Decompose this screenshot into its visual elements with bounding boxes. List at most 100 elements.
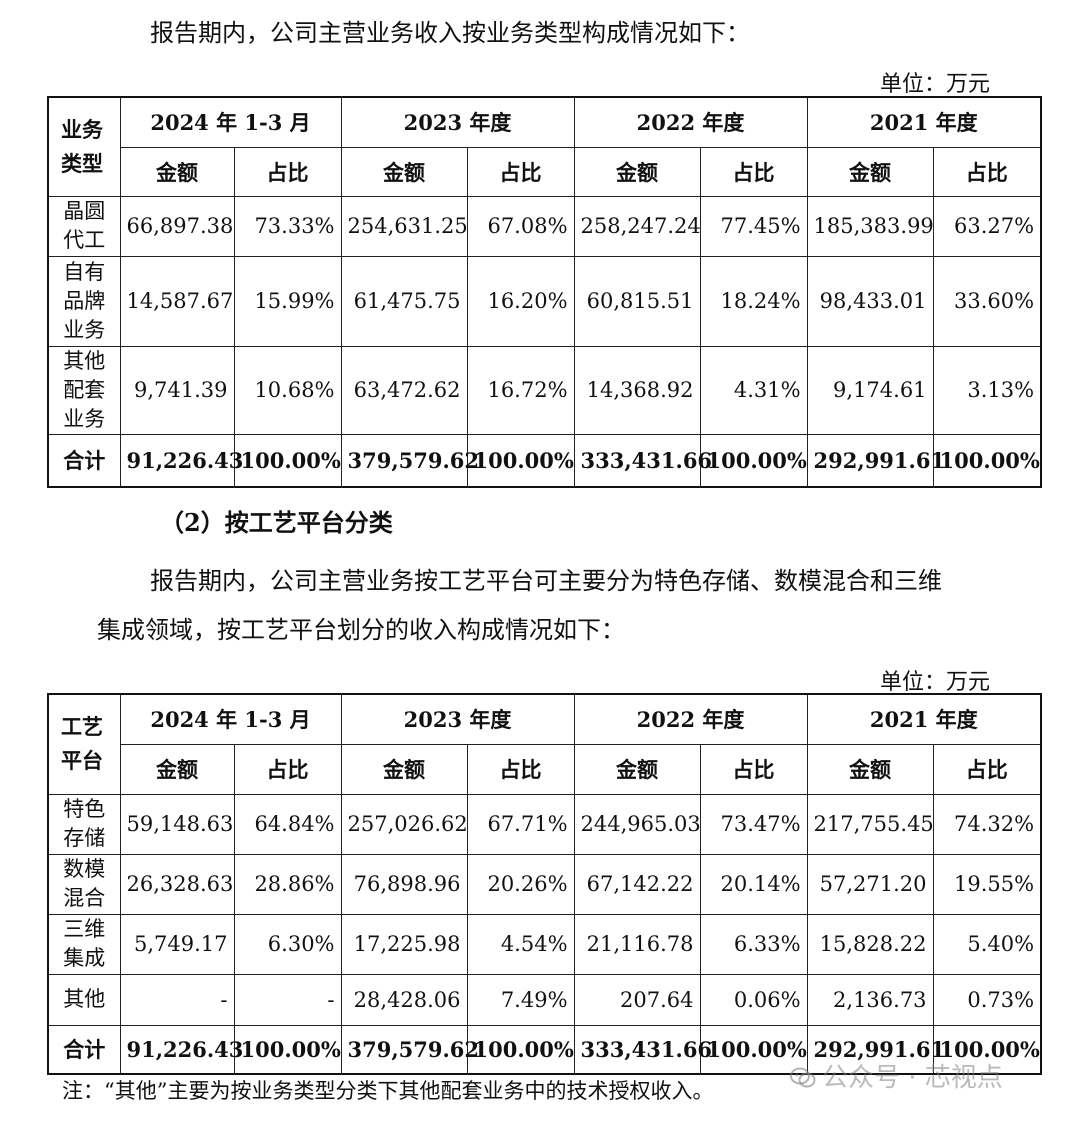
row-label: 三维集成 [47, 913, 121, 975]
table2-ratio-header: 占比 [233, 743, 342, 795]
table-cell: 20.26% [466, 853, 575, 915]
table-row: 数模混合 26,328.63 28.86% 76,898.96 20.26% 6… [47, 853, 1042, 915]
table-row: 三维集成 5,749.17 6.30% 17,225.98 4.54% 21,1… [47, 913, 1042, 975]
table-cell: 2,136.73 [806, 973, 934, 1026]
table-cell: - [119, 973, 235, 1026]
watermark: 公众号 · 芯视点 [790, 1057, 1003, 1094]
table1-ratio-header: 占比 [233, 146, 342, 197]
table2-ratio-header: 占比 [932, 743, 1042, 795]
table2-period-header: 2022 年度 [573, 693, 808, 745]
table-cell: 67.71% [466, 793, 575, 855]
table-cell: 292,991.61 [806, 433, 945, 488]
unit-label-1: 单位：万元 [879, 72, 990, 97]
table-cell: 63,472.62 [340, 345, 468, 435]
intro-paragraph-2-line-2: 集成领域，按工艺平台划分的收入构成情况如下： [97, 616, 625, 644]
table-cell: 33.60% [932, 255, 1042, 347]
table-cell: 100.00% [466, 1024, 575, 1075]
table-cell: 67,142.22 [573, 853, 701, 915]
row-label: 特色存储 [47, 793, 121, 855]
table-cell: 91,226.43 [119, 433, 243, 488]
table2-period-header: 2021 年度 [806, 693, 1042, 745]
footnote: 注：“其他”主要为按业务类型分类下其他配套业务中的技术授权收入。 [62, 1079, 714, 1103]
table-cell: 63.27% [932, 195, 1042, 257]
table1-amount-header: 金额 [340, 146, 468, 197]
row-label: 其他配套业务 [47, 345, 121, 435]
table-cell: 0.06% [699, 973, 808, 1026]
table-cell: 17,225.98 [340, 913, 468, 975]
table-cell: 57,271.20 [806, 853, 934, 915]
table-cell: 379,579.62 [340, 1024, 479, 1075]
table-cell: 244,965.03 [573, 793, 701, 855]
table-cell: 10.68% [233, 345, 342, 435]
table-cell: 4.54% [466, 913, 575, 975]
table-cell: 333,431.66 [573, 433, 712, 488]
table-cell: 5,749.17 [119, 913, 235, 975]
wechat-icon [790, 1066, 816, 1088]
table-cell: 20.14% [699, 853, 808, 915]
total-label: 合计 [47, 433, 121, 488]
table-cell: 14,587.67 [119, 255, 235, 347]
table-cell: 19.55% [932, 853, 1042, 915]
row-label: 数模混合 [47, 853, 121, 915]
table1-ratio-header: 占比 [932, 146, 1042, 197]
table1-ratio-header: 占比 [699, 146, 808, 197]
table1-period-header: 2022 年度 [573, 96, 808, 148]
table-cell: 66,897.38 [119, 195, 235, 257]
table2-period-header: 2024 年 1-3 月 [119, 693, 342, 745]
table2-ratio-header: 占比 [699, 743, 808, 795]
table-cell: 254,631.25 [340, 195, 468, 257]
row-label: 其他 [47, 973, 121, 1026]
table2-amount-header: 金额 [119, 743, 235, 795]
table-cell: 28,428.06 [340, 973, 468, 1026]
table2-period-header: 2023 年度 [340, 693, 575, 745]
row-label: 自有品牌业务 [47, 255, 121, 347]
business-type-table: 业务类型 2024 年 1-3 月 2023 年度 2022 年度 2021 年… [47, 96, 1043, 488]
table-total-row: 合计 91,226.43 100.00% 379,579.62 100.00% … [47, 1024, 1042, 1075]
table-cell: 4.31% [699, 345, 808, 435]
table-cell: 100.00% [233, 1024, 342, 1075]
table-cell: 60,815.51 [573, 255, 701, 347]
intro-paragraph-1: 报告期内，公司主营业务收入按业务类型构成情况如下： [150, 19, 750, 47]
table-cell: 185,383.99 [806, 195, 934, 257]
row-label: 晶圆代工 [47, 195, 121, 257]
table-cell: 292,991.61 [806, 1024, 945, 1075]
table-cell: 6.33% [699, 913, 808, 975]
table-cell: 9,741.39 [119, 345, 235, 435]
table-cell: 61,475.75 [340, 255, 468, 347]
table1-amount-header: 金额 [806, 146, 934, 197]
table1-amount-header: 金额 [119, 146, 235, 197]
table-cell: 100.00% [699, 1024, 808, 1075]
intro-paragraph-2-line-1: 报告期内，公司主营业务按工艺平台可主要分为特色存储、数模混合和三维 [150, 567, 942, 595]
table-cell: 91,226.43 [119, 1024, 243, 1075]
table-cell: 6.30% [233, 913, 342, 975]
table-cell: 5.40% [932, 913, 1042, 975]
table-cell: 100.00% [699, 433, 808, 488]
total-label: 合计 [47, 1024, 121, 1075]
table-cell: 257,026.62 [340, 793, 468, 855]
table-row: 晶圆代工 66,897.38 73.33% 254,631.25 67.08% … [47, 195, 1042, 257]
table-cell: 28.86% [233, 853, 342, 915]
table1-corner-header: 业务类型 [47, 96, 121, 197]
table-cell: 64.84% [233, 793, 342, 855]
table-row: 其他配套业务 9,741.39 10.68% 63,472.62 16.72% … [47, 345, 1042, 435]
table-row: 自有品牌业务 14,587.67 15.99% 61,475.75 16.20%… [47, 255, 1042, 347]
table-cell: 73.47% [699, 793, 808, 855]
table-cell: 333,431.66 [573, 1024, 712, 1075]
table-cell: 3.13% [932, 345, 1042, 435]
table-cell: 73.33% [233, 195, 342, 257]
table-cell: 0.73% [932, 973, 1042, 1026]
table2-ratio-header: 占比 [466, 743, 575, 795]
table-cell: 59,148.63 [119, 793, 235, 855]
section-2-title: （2）按工艺平台分类 [160, 508, 393, 537]
table-cell: 207.64 [573, 973, 701, 1026]
table-cell: 258,247.24 [573, 195, 701, 257]
table1-amount-header: 金额 [573, 146, 701, 197]
table-cell: 100.00% [932, 1024, 1042, 1075]
process-platform-table: 工艺平台 2024 年 1-3 月 2023 年度 2022 年度 2021 年… [47, 693, 1043, 1075]
table1-period-header: 2023 年度 [340, 96, 575, 148]
table-row: 其他 - - 28,428.06 7.49% 207.64 0.06% 2,13… [47, 973, 1042, 1026]
table-cell: 7.49% [466, 973, 575, 1026]
table-cell: - [233, 973, 342, 1026]
table-cell: 15.99% [233, 255, 342, 347]
unit-label-2: 单位：万元 [879, 670, 990, 695]
